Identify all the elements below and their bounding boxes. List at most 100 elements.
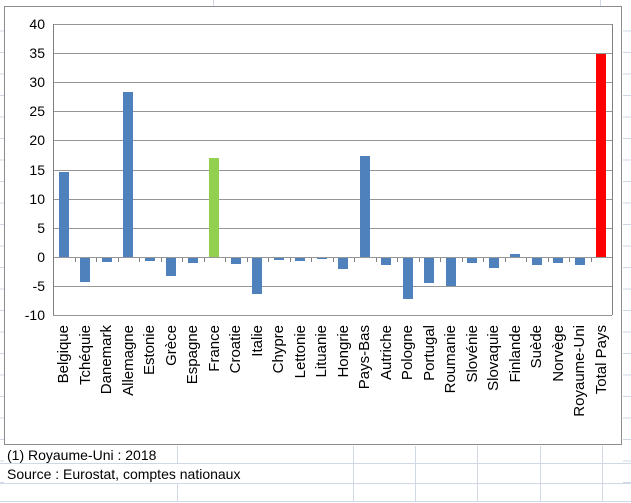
x-axis-label-Italie: Italie (249, 325, 266, 357)
bar-Chypre (273, 257, 284, 261)
x-axis-label-text: Portugal (420, 325, 438, 381)
y-axis-label-30: 30 (29, 74, 45, 91)
x-axis-label-text: Royaume-Uni (571, 325, 589, 417)
bar-Croatie (230, 257, 241, 265)
y-axis-label-40: 40 (29, 16, 45, 32)
bar-Norvège (553, 257, 564, 264)
gridline-y-10 (53, 198, 612, 200)
x-axis-label-Pays-Bas: Pays-Bas (356, 325, 374, 390)
sheet-gridlines-left (0, 10, 4, 503)
gridline-y-20 (53, 140, 612, 142)
sheet-column-line (177, 446, 178, 463)
sheet-column-line (177, 483, 178, 501)
x-axis-label-Croatie: Croatie (227, 325, 244, 373)
x-axis-label-text: Pays-Bas (356, 325, 374, 390)
bar-France (209, 157, 220, 257)
bar-Slovaquie (488, 257, 499, 268)
x-axis-label-Danemark: Danemark (98, 325, 115, 394)
y-axis-label-35: 35 (29, 45, 45, 62)
gridline-y-30 (53, 82, 612, 84)
x-axis-label-text: Autriche (377, 325, 395, 381)
x-axis-label-text: Grèce (162, 325, 180, 366)
x-axis-label-Lituanie: Lituanie (313, 325, 330, 378)
x-axis-tick (53, 257, 54, 262)
x-axis-tick (461, 257, 463, 262)
sheet-column-line (213, 0, 214, 6)
x-axis-label-Portugal: Portugal (420, 325, 438, 381)
x-axis-tick (182, 257, 183, 262)
x-axis-tick (74, 257, 76, 262)
x-axis-label-Finlande: Finlande (507, 325, 524, 383)
y-axis-label-5: 5 (37, 219, 45, 236)
footnote-text: (1) Royaume-Uni : 2018 (7, 446, 157, 463)
x-axis-label-Chypre: Chypre (270, 325, 287, 373)
bar-Lettonie (295, 257, 306, 262)
y-axis-label-25: 25 (29, 103, 45, 120)
x-axis-tick (354, 257, 355, 262)
source-text: Source : Eurostat, comptes nationaux (7, 465, 241, 482)
x-axis-tick (440, 257, 441, 262)
bar-Danemark (101, 257, 112, 262)
bar-Hongrie (338, 257, 349, 270)
x-axis-tick (483, 257, 484, 262)
x-axis-tick (332, 257, 334, 262)
gridline-y-25 (53, 111, 612, 113)
chart-object[interactable]: 40 35 30 25 20 15 10 5 0 -5 -10 Belgique Tchéquie Dan… (4, 6, 622, 445)
y-axis-label-15: 15 (29, 161, 45, 178)
y-axis-label--10: -10 (24, 307, 45, 323)
x-axis-label-Suède: Suède (528, 325, 546, 369)
gridline-y--10 (53, 315, 612, 316)
x-axis-tick (375, 257, 377, 262)
sheet-column-line (600, 0, 601, 6)
x-axis-tick (139, 257, 140, 262)
x-axis-tick (397, 257, 398, 262)
x-axis-label-text: Hongrie (334, 325, 352, 378)
x-axis-tick (526, 257, 527, 262)
bar-Portugal (424, 257, 435, 283)
x-axis-tick (289, 257, 291, 262)
bar-Roumanie (445, 257, 456, 287)
gridline-y--5 (53, 285, 612, 287)
x-axis-label-text: Slovénie (463, 325, 481, 383)
gridline-y-5 (53, 227, 612, 229)
sheet-row-line (0, 463, 631, 464)
y-axis-label-0: 0 (37, 248, 45, 265)
x-axis-label-Royaume-Uni: Royaume-Uni (571, 325, 589, 417)
sheet-gridlines-right (623, 10, 631, 503)
bar-Suède (531, 257, 542, 266)
bar-Slovénie (467, 257, 478, 264)
bar-Estonie (144, 257, 155, 261)
y-axis-label-20: 20 (29, 132, 45, 149)
x-axis-label-Belgique: Belgique (55, 325, 72, 383)
plot-right-border (612, 24, 613, 315)
sheet-column-line (477, 446, 478, 501)
footnote-cell-royaume-uni[interactable]: (1) Royaume-Uni : 2018 (0, 446, 631, 463)
x-axis-label-Slovénie: Slovénie (463, 325, 481, 383)
x-axis-tick (418, 257, 420, 262)
x-axis-tick (225, 257, 226, 262)
x-axis-label-text: Espagne (184, 325, 202, 385)
x-axis-label-France: France (206, 325, 223, 372)
gridline-y-15 (53, 169, 612, 171)
x-axis-label-text: Total Pays (592, 325, 610, 395)
gridline-y-35 (53, 53, 612, 55)
gridline-y-40 (53, 24, 612, 25)
x-axis-label-Lettonie: Lettonie (291, 325, 309, 379)
x-axis-label-Allemagne: Allemagne (120, 325, 137, 396)
footnote-cell-source[interactable]: Source : Eurostat, comptes nationaux (0, 464, 631, 483)
x-axis-tick (590, 257, 592, 262)
x-axis-label-Autriche: Autriche (377, 325, 395, 381)
x-axis-tick (268, 257, 269, 262)
x-axis-label-Tchéquie: Tchéquie (77, 325, 94, 385)
bar-Grèce (166, 257, 177, 276)
bar-Tchéquie (80, 257, 91, 282)
x-axis-label-text: Norvège (549, 325, 567, 382)
x-axis-label-text: Lettonie (291, 325, 309, 379)
sheet-column-line (353, 446, 354, 501)
sheet-row-line (0, 483, 631, 484)
x-axis-label-Norvège: Norvège (549, 325, 567, 382)
bar-Autriche (381, 257, 392, 266)
bar-Total Pays (596, 54, 607, 257)
x-axis-label-Grèce: Grèce (162, 325, 180, 366)
x-axis-label-text: Suède (528, 325, 546, 369)
